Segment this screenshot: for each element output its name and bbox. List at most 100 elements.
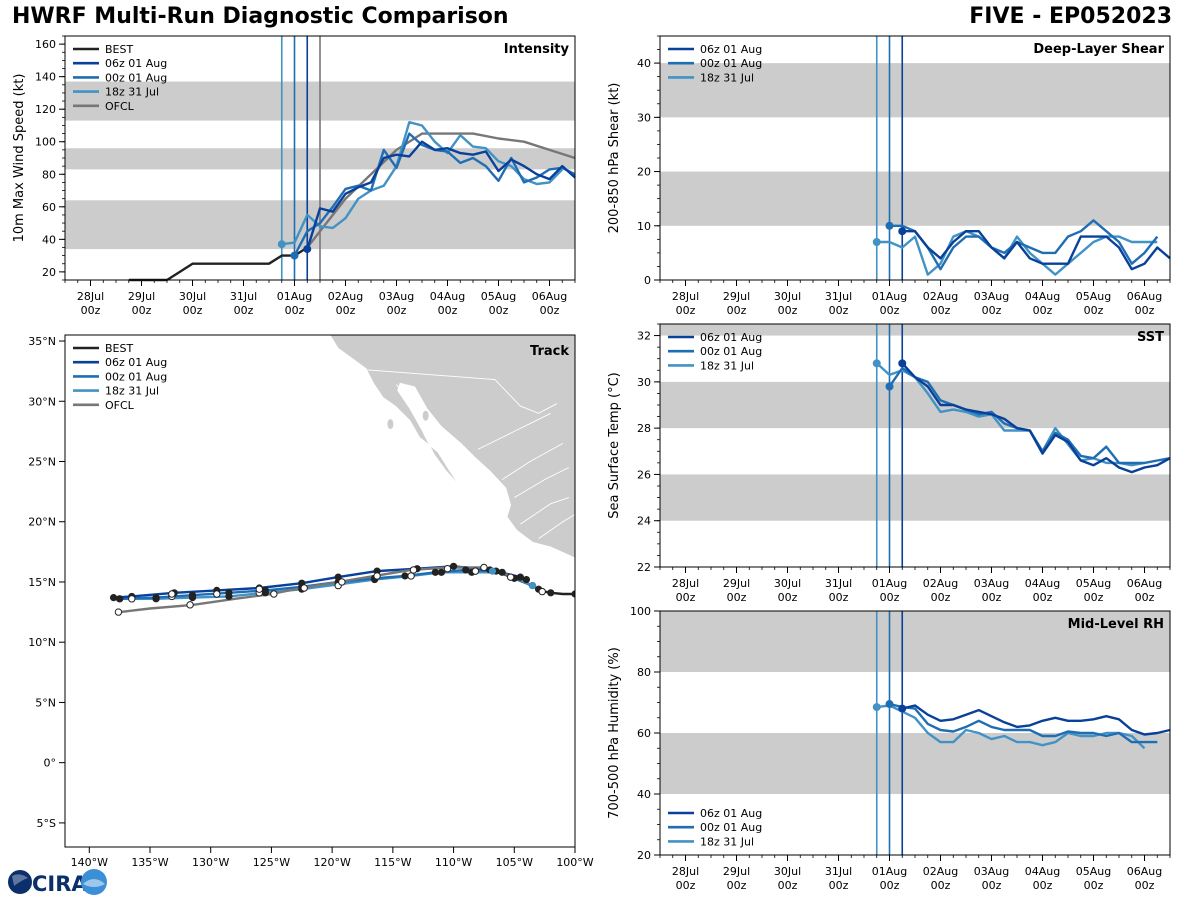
x-tick-label: 00z bbox=[880, 879, 900, 892]
y-tick-label: 24 bbox=[637, 515, 651, 528]
x-tick-label: 03Aug bbox=[974, 290, 1009, 303]
track-point bbox=[225, 589, 233, 597]
x-tick-label: 00z bbox=[829, 879, 849, 892]
track-point bbox=[538, 587, 546, 596]
x-tick-label: 02Aug bbox=[923, 577, 958, 590]
x-tick-label: 00z bbox=[727, 304, 747, 317]
y-tick-label: 0° bbox=[44, 757, 57, 770]
x-tick-label: 31Jul bbox=[825, 290, 852, 303]
track-point bbox=[480, 563, 488, 572]
track-point bbox=[188, 591, 197, 599]
x-tick-label: 00z bbox=[931, 304, 951, 317]
track-point bbox=[443, 565, 452, 573]
series-line bbox=[889, 219, 1159, 271]
shaded-band bbox=[660, 381, 1170, 429]
y-tick-label: 40 bbox=[637, 788, 651, 801]
x-tick-label: 00z bbox=[676, 304, 696, 317]
track-point bbox=[522, 575, 531, 584]
x-tick-label: 05Aug bbox=[481, 290, 516, 303]
x-tick-label: 00z bbox=[489, 304, 509, 317]
series-line bbox=[901, 362, 1171, 474]
x-tick-label: 135°W bbox=[131, 856, 168, 869]
panel-intensity: 2040608010012014016028Jul00z29Jul00z30Ju… bbox=[12, 35, 576, 317]
cira-logo: CIRA bbox=[8, 869, 107, 896]
x-tick-label: 00z bbox=[931, 879, 951, 892]
cira-globe-icon bbox=[8, 870, 32, 894]
x-tick-label: 30Jul bbox=[179, 290, 206, 303]
data-point bbox=[872, 238, 881, 247]
legend-label: 18z 31 Jul bbox=[700, 71, 754, 84]
panel-rh: 2040608010028Jul00z29Jul00z30Jul00z31Jul… bbox=[607, 605, 1171, 892]
track-point bbox=[498, 568, 506, 576]
track-point bbox=[488, 567, 497, 575]
legend-label: 06z 01 Aug bbox=[700, 331, 762, 344]
track-point bbox=[401, 572, 409, 580]
x-tick-label: 00z bbox=[234, 304, 254, 317]
x-tick-label: 00z bbox=[778, 879, 798, 892]
x-tick-label: 00z bbox=[1084, 304, 1104, 317]
y-tick-label: 100 bbox=[35, 136, 56, 149]
x-tick-label: 00z bbox=[778, 591, 798, 604]
track-point bbox=[528, 581, 537, 590]
y-tick-label: 30°N bbox=[28, 395, 56, 408]
track-point bbox=[300, 584, 308, 592]
x-tick-label: 01Aug bbox=[872, 290, 907, 303]
y-tick-label: 10°N bbox=[28, 636, 56, 649]
x-tick-label: 04Aug bbox=[1025, 290, 1060, 303]
y-tick-label: 160 bbox=[35, 38, 56, 51]
state-border bbox=[477, 412, 551, 450]
x-tick-label: 04Aug bbox=[1025, 865, 1060, 878]
series-line bbox=[281, 120, 564, 246]
x-tick-label: 29Jul bbox=[723, 577, 750, 590]
data-point bbox=[277, 240, 286, 249]
x-tick-label: 05Aug bbox=[1076, 577, 1111, 590]
x-tick-label: 00z bbox=[438, 304, 458, 317]
x-tick-label: 140°W bbox=[71, 856, 108, 869]
x-tick-label: 06Aug bbox=[532, 290, 567, 303]
x-tick-label: 03Aug bbox=[974, 577, 1009, 590]
x-tick-label: 02Aug bbox=[923, 290, 958, 303]
y-axis-label: 200-850 hPa Shear (kt) bbox=[607, 83, 622, 234]
axes-frame bbox=[64, 334, 576, 848]
track-point bbox=[114, 608, 123, 616]
track-point bbox=[168, 590, 176, 598]
x-tick-label: 06Aug bbox=[1127, 865, 1162, 878]
x-tick-label: 06Aug bbox=[1127, 290, 1162, 303]
x-tick-label: 03Aug bbox=[379, 290, 414, 303]
track-point bbox=[109, 594, 118, 602]
y-tick-label: 26 bbox=[637, 468, 651, 481]
x-tick-label: 00z bbox=[829, 304, 849, 317]
x-tick-label: 00z bbox=[727, 879, 747, 892]
legend-label: OFCL bbox=[105, 399, 135, 412]
y-tick-label: 20 bbox=[42, 266, 56, 279]
legend-label: 06z 01 Aug bbox=[700, 807, 762, 820]
y-tick-label: 60 bbox=[42, 201, 56, 214]
track-point bbox=[571, 590, 575, 598]
x-tick-label: 110°W bbox=[435, 856, 472, 869]
legend-label: 00z 01 Aug bbox=[105, 370, 167, 383]
x-tick-label: 00z bbox=[1033, 591, 1053, 604]
x-tick-label: 00z bbox=[1084, 879, 1104, 892]
y-tick-label: 15°N bbox=[28, 576, 56, 589]
x-tick-label: 29Jul bbox=[128, 290, 155, 303]
x-tick-label: 130°W bbox=[192, 856, 229, 869]
series-line bbox=[889, 702, 1158, 744]
state-border bbox=[501, 443, 564, 480]
x-tick-label: 00z bbox=[285, 304, 305, 317]
track-point bbox=[516, 573, 524, 581]
track-point bbox=[213, 590, 221, 598]
x-tick-label: 00z bbox=[982, 591, 1002, 604]
x-tick-label: 00z bbox=[982, 879, 1002, 892]
x-tick-label: 01Aug bbox=[872, 577, 907, 590]
map-layer bbox=[109, 335, 575, 616]
axes-frame bbox=[659, 610, 1171, 856]
legend-label: 06z 01 Aug bbox=[700, 43, 762, 56]
x-tick-label: 04Aug bbox=[430, 290, 465, 303]
cira-logo-text: CIRA bbox=[32, 872, 88, 896]
x-tick-label: 00z bbox=[1033, 879, 1053, 892]
data-point bbox=[885, 382, 894, 391]
x-tick-label: 28Jul bbox=[672, 865, 699, 878]
x-tick-label: 29Jul bbox=[723, 290, 750, 303]
y-tick-label: 80 bbox=[42, 168, 56, 181]
